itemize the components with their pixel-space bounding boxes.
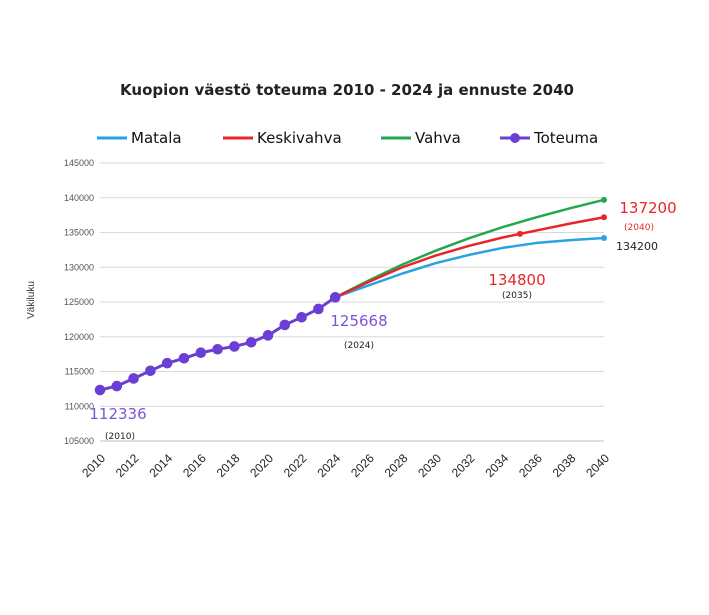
data-point-toteuma — [128, 373, 139, 384]
x-tick-label: 2024 — [314, 451, 343, 480]
annotations-layer: 112336 (2010) 125668 (2024) 134800 (2035) 1372… — [89, 199, 676, 442]
annotation-year: (2035) — [502, 291, 532, 301]
data-point-toteuma — [161, 357, 173, 369]
data-point-marker — [601, 196, 607, 203]
grid — [100, 162, 604, 442]
x-tick-label: 2022 — [281, 451, 310, 480]
legend-item: Vahva — [381, 129, 461, 147]
y-axis: 105000 110000 115000 120000 125000 130000 1350… — [64, 158, 94, 446]
x-tick-label: 2036 — [516, 451, 545, 480]
data-point-toteuma — [195, 347, 207, 359]
data-point-toteuma — [245, 337, 257, 348]
data-point-toteuma — [329, 292, 341, 303]
series-line-matala — [333, 236, 606, 299]
annotation-year: (2040) — [624, 223, 654, 233]
series-line-vahva — [333, 198, 606, 299]
y-tick-label: 125000 — [64, 297, 94, 307]
chart-title: Kuopion väestö toteuma 2010 - 2024 ja en… — [120, 81, 574, 99]
data-point-toteuma — [212, 343, 223, 355]
x-tick-label: 2010 — [79, 451, 108, 480]
x-tick-label: 2026 — [348, 451, 377, 480]
x-tick-label: 2014 — [146, 451, 175, 480]
x-tick-label: 2016 — [180, 451, 209, 480]
x-tick-label: 2018 — [214, 451, 243, 480]
x-tick-label: 2032 — [449, 451, 478, 480]
annotation-value: 134800 — [488, 271, 545, 289]
y-tick-label: 145000 — [64, 158, 94, 168]
points-layer — [94, 196, 607, 396]
y-tick-label: 115000 — [65, 367, 94, 377]
data-point-toteuma — [313, 303, 324, 315]
data-point-toteuma — [94, 384, 106, 396]
y-tick-label: 105000 — [64, 436, 94, 446]
x-tick-label: 2028 — [382, 451, 411, 480]
x-axis: 2010 2012 2014 2016 2018 2020 2022 2024 2026 2028… — [79, 451, 612, 480]
annotation-year: (2024) — [344, 341, 374, 351]
y-tick-label: 120000 — [64, 332, 94, 342]
annotation-value: 125668 — [330, 312, 387, 330]
x-tick-label: 2030 — [415, 451, 444, 480]
x-tick-label: 2012 — [113, 451, 142, 480]
annotation-value: 134200 — [616, 240, 658, 253]
data-point-marker — [601, 235, 607, 242]
annotation-value: 137200 — [619, 199, 676, 217]
data-point-toteuma — [262, 330, 274, 341]
y-tick-label: 135000 — [64, 228, 94, 238]
x-tick-label: 2034 — [482, 451, 511, 480]
data-point-toteuma — [178, 352, 190, 364]
data-point-toteuma — [229, 341, 240, 352]
x-tick-label: 2020 — [247, 451, 276, 480]
annotation-value: 112336 — [89, 405, 146, 423]
legend-item: Toteuma — [500, 129, 598, 147]
x-tick-label: 2040 — [583, 451, 612, 480]
legend-item: Matala — [97, 129, 182, 147]
legend-label: Keskivahva — [257, 129, 342, 147]
data-point-toteuma — [279, 319, 291, 331]
annotation-year: (2010) — [105, 432, 135, 442]
y-tick-label: 140000 — [64, 193, 94, 203]
y-tick-label: 110000 — [65, 401, 94, 411]
y-axis-label: Väkiluku — [26, 281, 37, 319]
data-point-toteuma — [296, 311, 307, 323]
data-point-marker — [601, 214, 607, 221]
y-tick-label: 130000 — [64, 262, 94, 272]
legend-label: Vahva — [415, 129, 461, 147]
x-tick-label: 2038 — [550, 451, 579, 480]
legend-label: Toteuma — [533, 129, 598, 147]
data-point-toteuma — [145, 365, 156, 377]
legend-item: Keskivahva — [223, 129, 342, 147]
series-line-keskivahva — [333, 215, 606, 299]
legend-label: Matala — [131, 129, 182, 147]
data-point-marker — [517, 230, 523, 237]
legend-marker — [510, 133, 520, 143]
data-point-toteuma — [111, 380, 123, 392]
legend: Matala Keskivahva Vahva Toteuma — [97, 129, 598, 147]
